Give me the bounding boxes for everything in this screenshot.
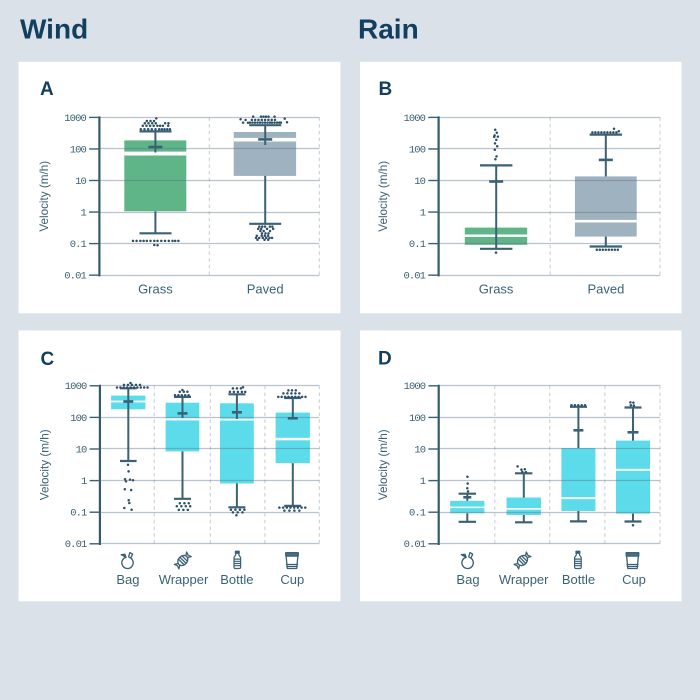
svg-text:D: D [378, 348, 392, 369]
svg-text:10: 10 [414, 176, 425, 188]
svg-text:0.1: 0.1 [409, 508, 426, 520]
svg-text:1: 1 [420, 207, 426, 219]
svg-text:C: C [41, 349, 55, 370]
svg-text:100: 100 [70, 413, 87, 425]
svg-text:100: 100 [409, 413, 426, 425]
svg-text:Rain: Rain [358, 14, 419, 45]
svg-text:Bag: Bag [116, 572, 139, 587]
svg-text:Grass: Grass [479, 282, 514, 297]
svg-text:1: 1 [420, 476, 426, 488]
svg-text:0.1: 0.1 [409, 239, 426, 251]
svg-text:A: A [40, 79, 54, 100]
svg-text:Grass: Grass [138, 282, 173, 297]
svg-text:Velocity (m/h): Velocity (m/h) [38, 161, 51, 232]
svg-text:B: B [379, 79, 393, 100]
svg-text:Wrapper: Wrapper [159, 572, 209, 587]
svg-text:Velocity (m/h): Velocity (m/h) [377, 161, 390, 232]
svg-text:100: 100 [409, 144, 426, 156]
svg-text:Wind: Wind [20, 14, 88, 45]
svg-text:0.01: 0.01 [65, 539, 87, 551]
svg-text:0.01: 0.01 [403, 271, 425, 283]
svg-text:10: 10 [75, 176, 86, 188]
svg-text:Paved: Paved [587, 282, 624, 297]
svg-text:1000: 1000 [403, 113, 425, 125]
svg-text:Bottle: Bottle [562, 572, 595, 587]
svg-text:1000: 1000 [404, 381, 426, 393]
svg-text:10: 10 [76, 444, 87, 456]
svg-text:Wrapper: Wrapper [499, 572, 549, 587]
svg-text:10: 10 [414, 444, 425, 456]
svg-text:Cup: Cup [622, 572, 646, 587]
svg-text:1000: 1000 [64, 113, 86, 125]
svg-text:Cup: Cup [280, 572, 304, 587]
svg-text:Bag: Bag [456, 572, 479, 587]
svg-text:Velocity (m/h): Velocity (m/h) [38, 429, 51, 500]
svg-text:Paved: Paved [247, 282, 284, 297]
svg-text:1: 1 [81, 476, 87, 488]
svg-text:0.1: 0.1 [70, 508, 87, 520]
svg-text:Bottle: Bottle [220, 572, 253, 587]
svg-text:100: 100 [70, 144, 87, 156]
svg-text:1: 1 [80, 207, 86, 219]
svg-text:0.01: 0.01 [64, 271, 86, 283]
svg-text:1000: 1000 [65, 381, 87, 393]
svg-text:Velocity (m/h): Velocity (m/h) [377, 429, 390, 500]
svg-text:0.1: 0.1 [70, 239, 87, 251]
svg-text:0.01: 0.01 [404, 539, 426, 551]
